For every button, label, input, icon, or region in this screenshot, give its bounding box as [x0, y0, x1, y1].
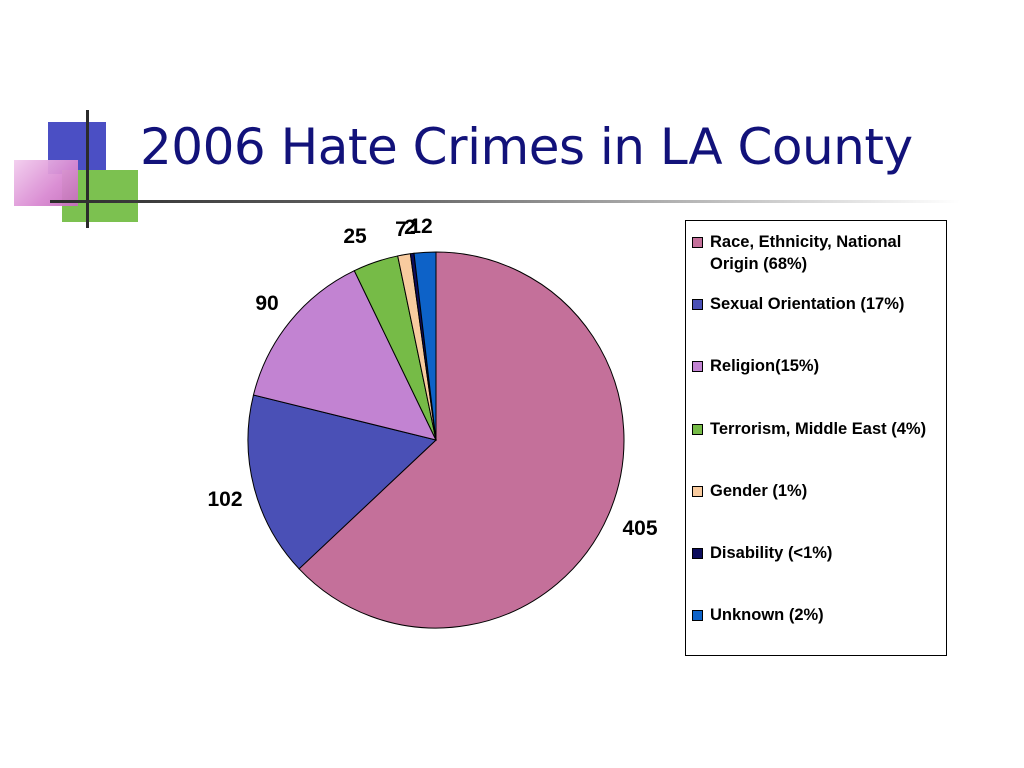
legend-swatch — [692, 548, 703, 559]
decor-horizontal-rule — [50, 200, 960, 203]
pie-data-label-5: 2 — [404, 216, 416, 239]
legend-swatch — [692, 237, 703, 248]
pie-slice-0 — [298, 251, 625, 629]
legend-label: Religion(15%) — [710, 357, 820, 375]
legend-item-unknown: Unknown (2%) — [692, 604, 942, 626]
pie-data-label-3: 25 — [343, 225, 367, 248]
decor-vertical-line — [86, 110, 89, 228]
legend-item-race: Race, Ethnicity, National Origin (68%) — [692, 231, 942, 275]
legend-swatch — [692, 424, 703, 435]
legend-label: Race, Ethnicity, National Origin (68%) — [710, 233, 902, 273]
pie-data-label-1: 102 — [207, 488, 242, 511]
pie-data-label-6: 12 — [409, 215, 432, 238]
pie-slices — [247, 251, 625, 629]
legend-item-gender: Gender (1%) — [692, 480, 942, 502]
pie-slice-6 — [413, 251, 437, 441]
pie-data-label-2: 90 — [255, 292, 278, 315]
pie-slice-1 — [247, 394, 438, 570]
chart-legend: Race, Ethnicity, National Origin (68%) S… — [685, 220, 947, 656]
legend-swatch — [692, 610, 703, 621]
pie-data-label-4: 7 — [395, 218, 407, 241]
legend-label: Disability (<1%) — [710, 544, 833, 562]
legend-swatch — [692, 486, 703, 497]
legend-item-terrorism: Terrorism, Middle East (4%) — [692, 418, 942, 440]
pie-slice-2 — [252, 270, 437, 441]
legend-item-sexual-orientation: Sexual Orientation (17%) — [692, 293, 942, 315]
decor-pink-square — [14, 160, 78, 206]
legend-label: Terrorism, Middle East (4%) — [710, 420, 927, 438]
slide-title: 2006 Hate Crimes in LA County — [140, 118, 913, 176]
legend-swatch — [692, 299, 703, 310]
pie-data-label-0: 405 — [622, 517, 657, 540]
legend-label: Unknown (2%) — [710, 606, 824, 624]
legend-label: Sexual Orientation (17%) — [710, 295, 905, 313]
legend-item-disability: Disability (<1%) — [692, 542, 942, 564]
legend-swatch — [692, 361, 703, 372]
legend-item-religion: Religion(15%) — [692, 355, 942, 377]
legend-label: Gender (1%) — [710, 482, 808, 500]
